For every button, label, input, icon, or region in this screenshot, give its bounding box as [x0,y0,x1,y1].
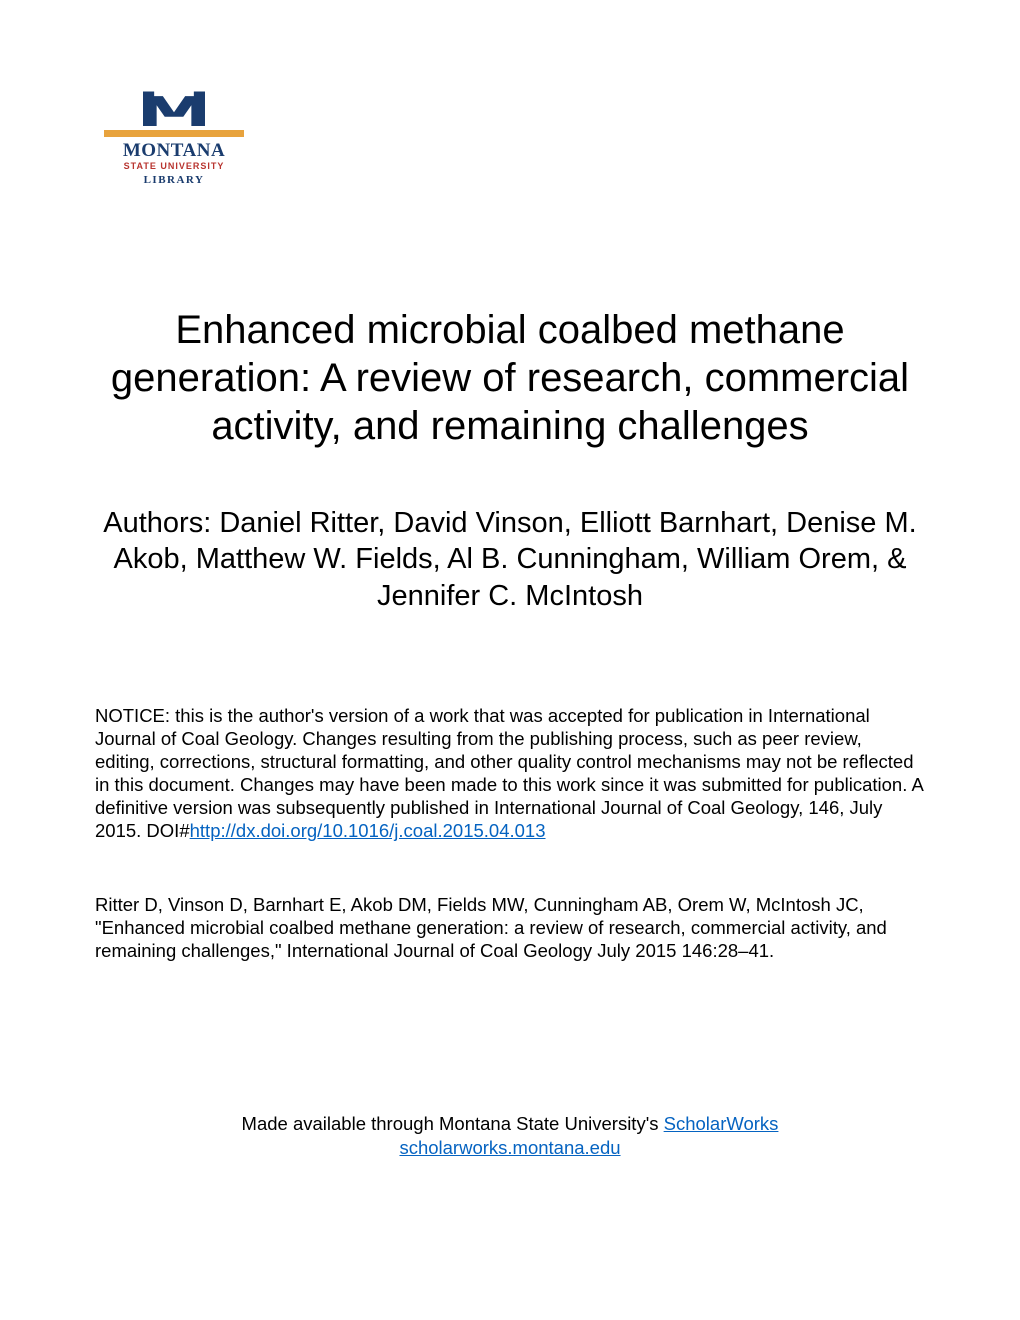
authors-line: Authors: Daniel Ritter, David Vinson, El… [95,505,925,614]
logo-text-state: STATE UNIVERSITY [124,161,225,171]
footer: Made available through Montana State Uni… [95,1112,925,1160]
scholarworks-url-link[interactable]: scholarworks.montana.edu [399,1137,620,1158]
logo-text-library: LIBRARY [144,174,205,186]
institution-logo: MONTANA STATE UNIVERSITY LIBRARY [95,80,253,186]
footer-text: Made available through Montana State Uni… [242,1113,664,1134]
scholarworks-link[interactable]: ScholarWorks [664,1113,779,1134]
logo-gold-bar [104,130,244,137]
logo-text-montana: MONTANA [123,140,225,162]
document-title: Enhanced microbial coalbed methane gener… [95,306,925,450]
notice-paragraph: NOTICE: this is the author's version of … [95,704,925,843]
logo-m-icon [143,80,205,126]
doi-link[interactable]: http://dx.doi.org/10.1016/j.coal.2015.04… [190,820,546,841]
citation-paragraph: Ritter D, Vinson D, Barnhart E, Akob DM,… [95,893,925,962]
